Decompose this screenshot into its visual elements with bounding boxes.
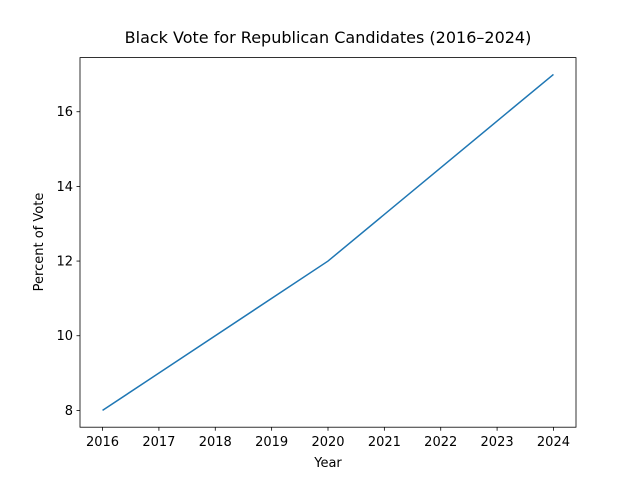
x-tick-label: 2017 bbox=[142, 435, 175, 450]
x-tick-label: 2018 bbox=[199, 435, 232, 450]
x-tick-label: 2023 bbox=[481, 435, 514, 450]
x-tick-label: 2020 bbox=[311, 435, 344, 450]
x-tick-label: 2016 bbox=[86, 435, 119, 450]
chart-title: Black Vote for Republican Candidates (20… bbox=[125, 28, 532, 47]
x-tick-label: 2024 bbox=[537, 435, 570, 450]
x-tick-label: 2022 bbox=[424, 435, 457, 450]
plot-frame bbox=[79, 57, 577, 428]
y-tick-label: 14 bbox=[56, 180, 73, 195]
x-tick-label: 2019 bbox=[255, 435, 288, 450]
y-axis-label: Percent of Vote bbox=[32, 193, 47, 292]
line-series bbox=[102, 73, 554, 412]
y-tick-label: 8 bbox=[65, 404, 73, 419]
y-tick-label: 16 bbox=[56, 105, 73, 120]
y-tick-label: 10 bbox=[56, 329, 73, 344]
y-tick-label: 12 bbox=[56, 255, 73, 270]
x-tick-label: 2021 bbox=[368, 435, 401, 450]
x-axis-label: Year bbox=[313, 456, 342, 471]
